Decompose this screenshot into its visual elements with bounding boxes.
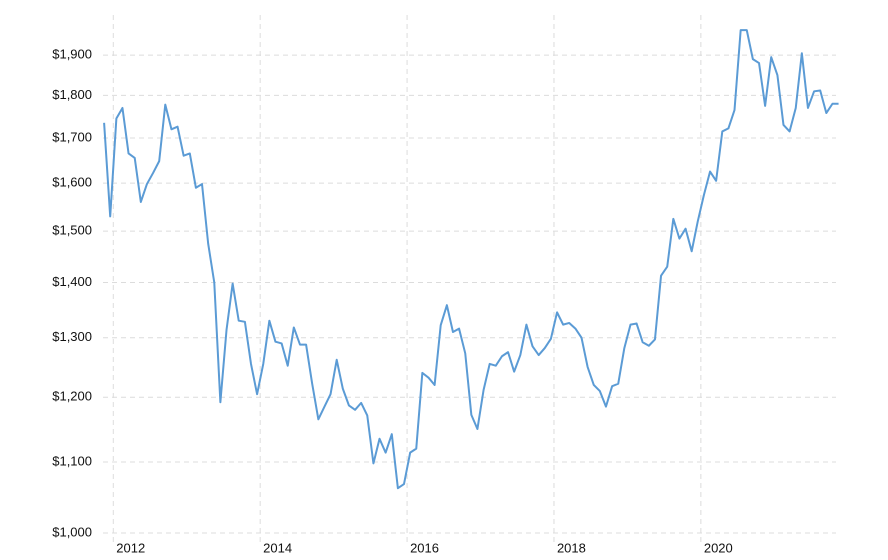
y-tick-label: $1,900 xyxy=(52,47,92,62)
y-tick-label: $1,600 xyxy=(52,175,92,190)
x-tick-label: 2012 xyxy=(116,540,145,555)
y-tick-label: $1,400 xyxy=(52,274,92,289)
y-tick-label: $1,700 xyxy=(52,129,92,144)
x-tick-label: 2014 xyxy=(263,540,292,555)
x-tick-label: 2016 xyxy=(410,540,439,555)
x-tick-label: 2020 xyxy=(704,540,733,555)
y-tick-label: $1,200 xyxy=(52,389,92,404)
x-tick-label: 2018 xyxy=(557,540,586,555)
y-tick-label: $1,500 xyxy=(52,223,92,238)
y-tick-label: $1,100 xyxy=(52,453,92,468)
y-tick-label: $1,000 xyxy=(52,524,92,539)
y-tick-label: $1,300 xyxy=(52,329,92,344)
y-tick-label: $1,800 xyxy=(52,87,92,102)
price-line xyxy=(103,29,839,490)
